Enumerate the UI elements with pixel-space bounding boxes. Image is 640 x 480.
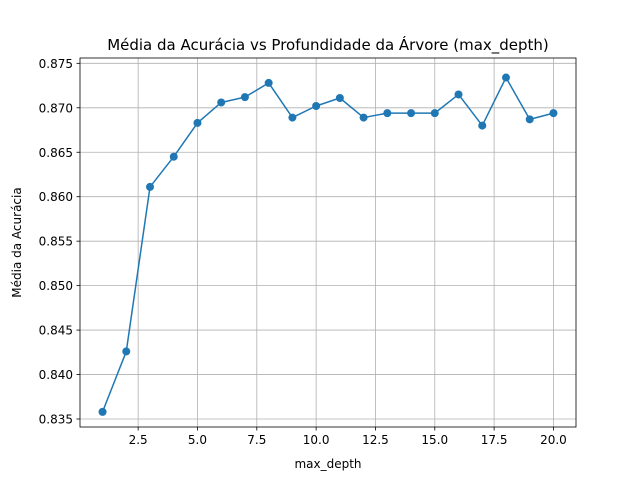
data-point [98, 407, 107, 416]
y-tick-label: 0.875 [39, 57, 73, 71]
data-point [335, 94, 344, 103]
y-tick-label: 0.855 [39, 235, 73, 249]
x-tick-label: 7.5 [247, 433, 266, 447]
x-tick-label: 17.5 [481, 433, 508, 447]
data-point [193, 118, 202, 127]
y-tick-label: 0.865 [39, 146, 73, 160]
y-tick-label: 0.835 [39, 412, 73, 426]
x-tick-label: 20.0 [540, 433, 567, 447]
data-point [217, 98, 226, 107]
data-point [383, 109, 392, 118]
data-point [454, 90, 463, 99]
data-point [264, 78, 273, 87]
chart-title: Média da Acurácia vs Profundidade da Árv… [107, 35, 549, 55]
y-tick-label: 0.845 [39, 324, 73, 338]
data-point [525, 115, 534, 124]
data-point [288, 113, 297, 122]
series-layer [98, 73, 558, 416]
data-point [122, 347, 131, 356]
x-axis-label: max_depth [294, 457, 361, 471]
data-point [407, 109, 416, 118]
data-point [430, 109, 439, 118]
x-tick-label: 15.0 [421, 433, 448, 447]
x-tick-label: 2.5 [129, 433, 148, 447]
series-line [101, 76, 554, 413]
y-tick-label: 0.870 [39, 101, 73, 115]
data-point [169, 152, 178, 161]
data-point [240, 93, 249, 102]
y-tick-label: 0.860 [39, 190, 73, 204]
data-point [549, 109, 558, 118]
grid [80, 58, 576, 427]
x-tick-label: 12.5 [362, 433, 389, 447]
data-point [359, 113, 368, 122]
data-point [146, 182, 155, 191]
y-axis-label: Média da Acurácia [10, 187, 24, 297]
data-point [501, 73, 510, 82]
plot-frame [79, 57, 577, 428]
tick-layer: 2.5 5.0 7.5 10.0 12.5 15.0 17.5 20.0 0.835 0.840 0… [39, 57, 567, 447]
y-tick-label: 0.840 [39, 368, 73, 382]
data-point [312, 102, 321, 111]
y-tick-label: 0.850 [39, 279, 73, 293]
x-tick-label: 5.0 [188, 433, 207, 447]
data-point [478, 121, 487, 130]
x-tick-label: 10.0 [303, 433, 330, 447]
